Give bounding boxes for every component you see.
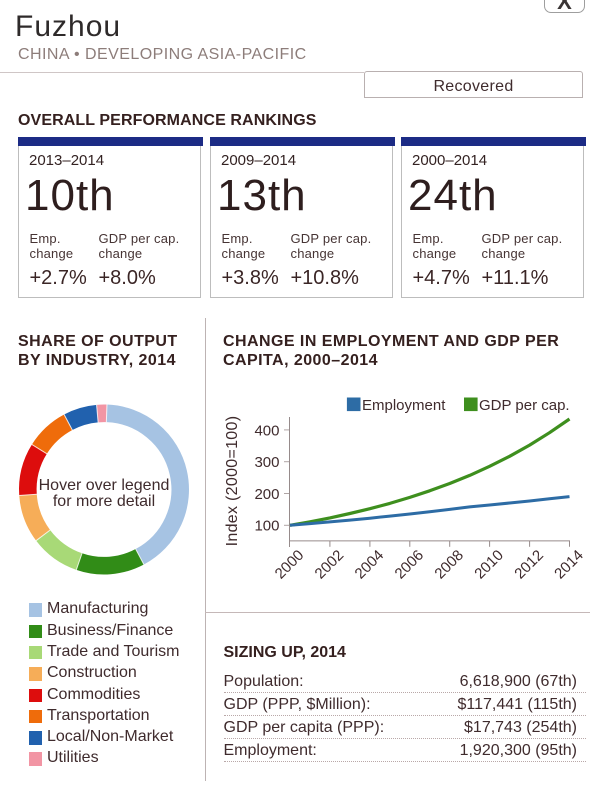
svg-text:2014: 2014 [551,547,587,583]
svg-text:2002: 2002 [312,547,348,583]
svg-text:2006: 2006 [392,547,428,583]
svg-text:2004: 2004 [352,547,388,583]
svg-text:Employment: Employment [362,397,446,414]
svg-text:Index (2000=100): Index (2000=100) [224,416,241,547]
svg-text:GDP per cap.: GDP per cap. [479,397,570,414]
svg-text:2000: 2000 [272,547,308,583]
svg-text:400: 400 [254,422,279,439]
svg-text:200: 200 [254,486,279,503]
svg-text:2010: 2010 [471,547,507,583]
svg-text:300: 300 [254,454,279,471]
svg-text:2008: 2008 [431,547,467,583]
svg-text:100: 100 [254,518,279,535]
svg-text:2012: 2012 [511,547,547,583]
